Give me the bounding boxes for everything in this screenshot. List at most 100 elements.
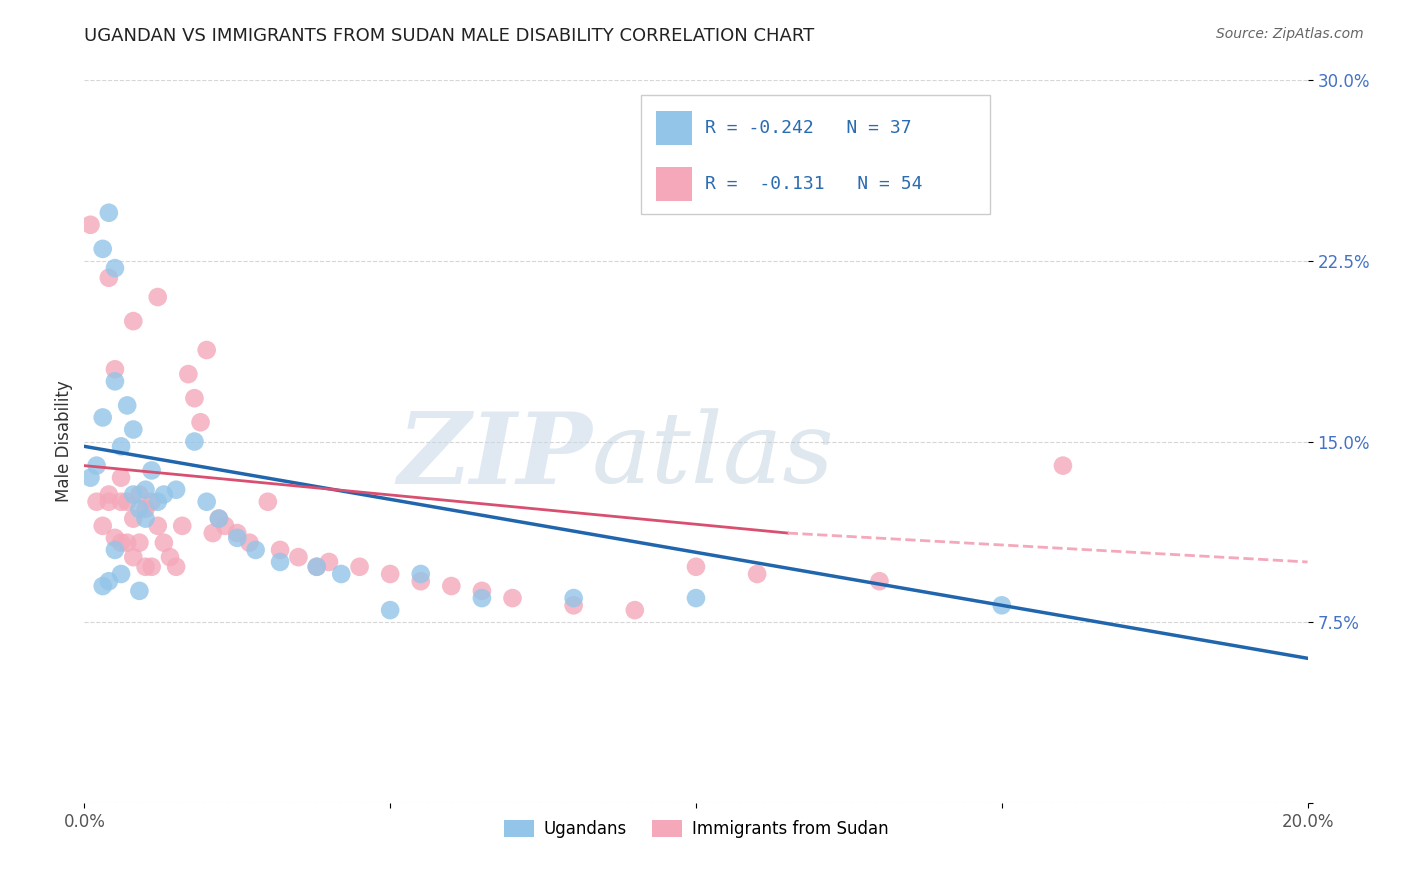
Point — [110, 470, 132, 484]
Point — [122, 422, 145, 436]
Text: atlas: atlas — [592, 409, 835, 504]
Point — [110, 439, 132, 453]
Point — [153, 487, 176, 501]
Point — [624, 603, 647, 617]
Point — [110, 494, 132, 508]
Point — [86, 458, 108, 473]
Point — [208, 511, 231, 525]
Point — [257, 494, 280, 508]
Point — [104, 362, 127, 376]
Point — [409, 567, 432, 582]
Point — [115, 494, 138, 508]
Point — [269, 542, 291, 557]
Point — [195, 494, 218, 508]
Point — [471, 591, 494, 605]
Point — [141, 463, 163, 477]
Point — [97, 205, 120, 219]
Y-axis label: Male Disability: Male Disability — [55, 381, 73, 502]
Point — [91, 410, 114, 425]
Point — [110, 535, 132, 549]
Point — [135, 559, 157, 574]
Point — [172, 518, 194, 533]
Point — [122, 550, 145, 565]
Point — [146, 518, 169, 533]
Point — [97, 574, 120, 589]
Point — [165, 483, 187, 497]
Point — [97, 487, 120, 501]
Point — [245, 542, 267, 557]
Point — [153, 535, 176, 549]
Point — [165, 559, 187, 574]
Point — [135, 483, 157, 497]
Point — [122, 487, 145, 501]
Point — [177, 367, 200, 381]
Point — [115, 398, 138, 412]
Point — [122, 511, 145, 525]
Point — [128, 583, 150, 598]
Point — [226, 531, 249, 545]
Point — [128, 502, 150, 516]
Point — [91, 579, 114, 593]
Point — [135, 502, 157, 516]
Point — [201, 526, 224, 541]
Point — [110, 567, 132, 582]
Point — [104, 261, 127, 276]
Point — [305, 559, 328, 574]
Point — [380, 567, 402, 582]
Point — [128, 487, 150, 501]
Text: UGANDAN VS IMMIGRANTS FROM SUDAN MALE DISABILITY CORRELATION CHART: UGANDAN VS IMMIGRANTS FROM SUDAN MALE DI… — [84, 27, 814, 45]
Text: R =  -0.131   N = 54: R = -0.131 N = 54 — [704, 175, 922, 194]
Point — [135, 511, 157, 525]
Point — [747, 567, 769, 582]
Point — [330, 567, 353, 582]
Text: R = -0.242   N = 37: R = -0.242 N = 37 — [704, 120, 911, 137]
Point — [128, 535, 150, 549]
Point — [208, 511, 231, 525]
Text: ZIP: ZIP — [396, 408, 592, 504]
Point — [380, 603, 402, 617]
Point — [305, 559, 328, 574]
Point — [440, 579, 463, 593]
Point — [562, 599, 585, 613]
Point — [159, 550, 181, 565]
Point — [79, 218, 101, 232]
FancyBboxPatch shape — [655, 111, 692, 145]
Point — [991, 599, 1014, 613]
Text: Source: ZipAtlas.com: Source: ZipAtlas.com — [1216, 27, 1364, 41]
Point — [141, 494, 163, 508]
Point — [226, 526, 249, 541]
Point — [318, 555, 340, 569]
Point — [409, 574, 432, 589]
Point — [97, 270, 120, 285]
Point — [104, 531, 127, 545]
Point — [269, 555, 291, 569]
Point — [141, 559, 163, 574]
Point — [91, 242, 114, 256]
Point — [86, 494, 108, 508]
FancyBboxPatch shape — [655, 167, 692, 202]
Point — [190, 415, 212, 429]
Point — [502, 591, 524, 605]
Point — [146, 494, 169, 508]
Point — [562, 591, 585, 605]
Point — [195, 343, 218, 357]
Point — [104, 374, 127, 388]
Point — [349, 559, 371, 574]
Point — [122, 314, 145, 328]
Point — [685, 591, 707, 605]
Point — [91, 518, 114, 533]
Point — [287, 550, 309, 565]
Point — [183, 434, 205, 449]
Point — [79, 470, 101, 484]
Point — [471, 583, 494, 598]
Point — [214, 518, 236, 533]
Point — [183, 391, 205, 405]
Point — [685, 559, 707, 574]
FancyBboxPatch shape — [641, 95, 990, 214]
Point — [1052, 458, 1074, 473]
Point — [238, 535, 260, 549]
Point — [115, 535, 138, 549]
Point — [97, 494, 120, 508]
Point — [146, 290, 169, 304]
Point — [104, 542, 127, 557]
